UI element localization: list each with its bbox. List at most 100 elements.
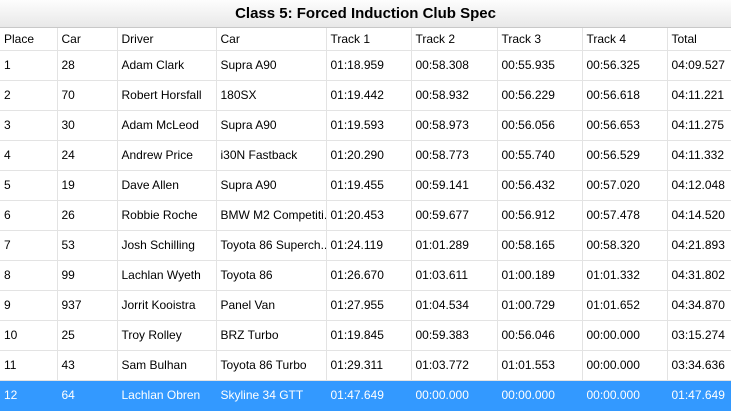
table-cell: 01:00.189 [497,260,583,291]
table-cell: 00:55.740 [497,140,583,171]
table-cell: 01:26.670 [326,260,412,291]
table-cell: 00:56.046 [497,320,583,351]
results-table: Place Car Driver Car Track 1 Track 2 Track 3 Tr… [0,28,731,411]
table-cell: 180SX [216,80,327,111]
table-cell: Supra A90 [216,50,327,81]
table-cell: 00:56.912 [497,200,583,231]
table-cell: 00:58.973 [411,110,498,141]
table-cell: 03:34.636 [667,350,731,381]
table-cell: 00:58.308 [411,50,498,81]
table-row[interactable]: 2 70 Robert Horsfall 180SX 01:19.442 00:58.93… [0,80,731,111]
table-cell: 03:15.274 [667,320,731,351]
table-cell: Supra A90 [216,170,327,201]
table-cell: 01:19.593 [326,110,412,141]
table-cell: 04:21.893 [667,230,731,261]
table-cell: 4 [0,140,58,171]
table-cell: 01:00.729 [497,290,583,321]
column-header[interactable]: Track 1 [326,28,412,51]
table-cell: 04:34.870 [667,290,731,321]
table-cell: 04:31.802 [667,260,731,291]
table-cell: Dave Allen [117,170,217,201]
column-header[interactable]: Total [667,28,731,51]
table-cell: 00:58.932 [411,80,498,111]
table-cell: 25 [57,320,118,351]
table-cell: 28 [57,50,118,81]
table-cell: 01:03.611 [411,260,498,291]
table-cell: 01:24.119 [326,230,412,261]
table-cell: 00:00.000 [582,380,668,411]
table-row[interactable]: 7 53 Josh Schilling Toyota 86 Superch... 01:… [0,230,731,261]
column-header[interactable]: Driver [117,28,217,51]
table-row[interactable]: 8 99 Lachlan Wyeth Toyota 86 01:26.670 01:03.… [0,260,731,291]
column-header[interactable]: Track 4 [582,28,668,51]
table-cell: 01:19.455 [326,170,412,201]
table-cell: 04:12.048 [667,170,731,201]
table-row[interactable]: 6 26 Robbie Roche BMW M2 Competiti... 01:20.… [0,200,731,231]
table-cell: 01:27.955 [326,290,412,321]
table-row[interactable]: 10 25 Troy Rolley BRZ Turbo 01:19.845 00:59.3… [0,320,731,351]
column-header[interactable]: Place [0,28,58,51]
table-cell: 00:59.141 [411,170,498,201]
table-cell: 43 [57,350,118,381]
table-cell: Toyota 86 [216,260,327,291]
table-cell: Panel Van [216,290,327,321]
table-cell: 00:56.529 [582,140,668,171]
table-row[interactable]: 12 64 Lachlan Obren Skyline 34 GTT 01:47.649… [0,380,731,411]
column-header[interactable]: Track 2 [411,28,498,51]
table-cell: 00:58.320 [582,230,668,261]
table-cell: 11 [0,350,58,381]
table-row[interactable]: 4 24 Andrew Price i30N Fastback 01:20.290 00:… [0,140,731,171]
table-cell: 937 [57,290,118,321]
table-cell: Skyline 34 GTT [216,380,327,411]
column-header[interactable]: Car [216,28,327,51]
table-cell: 30 [57,110,118,141]
table-cell: 01:19.442 [326,80,412,111]
table-cell: 00:56.618 [582,80,668,111]
table-row[interactable]: 3 30 Adam McLeod Supra A90 01:19.593 00:58.97… [0,110,731,141]
table-cell: 01:01.332 [582,260,668,291]
table-cell: 00:59.383 [411,320,498,351]
table-row[interactable]: 9 937 Jorrit Kooistra Panel Van 01:27.955 01:… [0,290,731,321]
table-cell: 00:56.056 [497,110,583,141]
table-cell: BMW M2 Competiti... [216,200,327,231]
table-cell: 9 [0,290,58,321]
table-cell: 04:11.221 [667,80,731,111]
table-cell: BRZ Turbo [216,320,327,351]
table-cell: 01:04.534 [411,290,498,321]
table-row[interactable]: 1 28 Adam Clark Supra A90 01:18.959 00:58.308… [0,50,731,81]
header-row: Place Car Driver Car Track 1 Track 2 Track 3 Tr… [0,28,731,51]
table-cell: 00:57.478 [582,200,668,231]
table-cell: 7 [0,230,58,261]
table-cell: 5 [0,170,58,201]
table-cell: Adam McLeod [117,110,217,141]
table-cell: 00:00.000 [582,350,668,381]
table-cell: Josh Schilling [117,230,217,261]
table-cell: 19 [57,170,118,201]
table-cell: 26 [57,200,118,231]
table-cell: 00:00.000 [411,380,498,411]
table-cell: 01:47.649 [326,380,412,411]
table-cell: Toyota 86 Turbo [216,350,327,381]
table-cell: 99 [57,260,118,291]
table-cell: 01:20.290 [326,140,412,171]
table-cell: Lachlan Wyeth [117,260,217,291]
table-row[interactable]: 11 43 Sam Bulhan Toyota 86 Turbo 01:29.311 01… [0,350,731,381]
table-cell: 00:59.677 [411,200,498,231]
column-header[interactable]: Track 3 [497,28,583,51]
table-cell: 01:20.453 [326,200,412,231]
table-cell: 04:09.527 [667,50,731,81]
table-cell: Supra A90 [216,110,327,141]
table-cell: 01:01.652 [582,290,668,321]
table-cell: 00:55.935 [497,50,583,81]
table-cell: Andrew Price [117,140,217,171]
table-row[interactable]: 5 19 Dave Allen Supra A90 01:19.455 00:59.141… [0,170,731,201]
table-cell: Troy Rolley [117,320,217,351]
table-cell: Robbie Roche [117,200,217,231]
table-cell: Toyota 86 Superch... [216,230,327,261]
table-cell: 8 [0,260,58,291]
table-cell: 04:11.275 [667,110,731,141]
column-header[interactable]: Car [57,28,118,51]
table-cell: Robert Horsfall [117,80,217,111]
table-cell: 00:58.165 [497,230,583,261]
